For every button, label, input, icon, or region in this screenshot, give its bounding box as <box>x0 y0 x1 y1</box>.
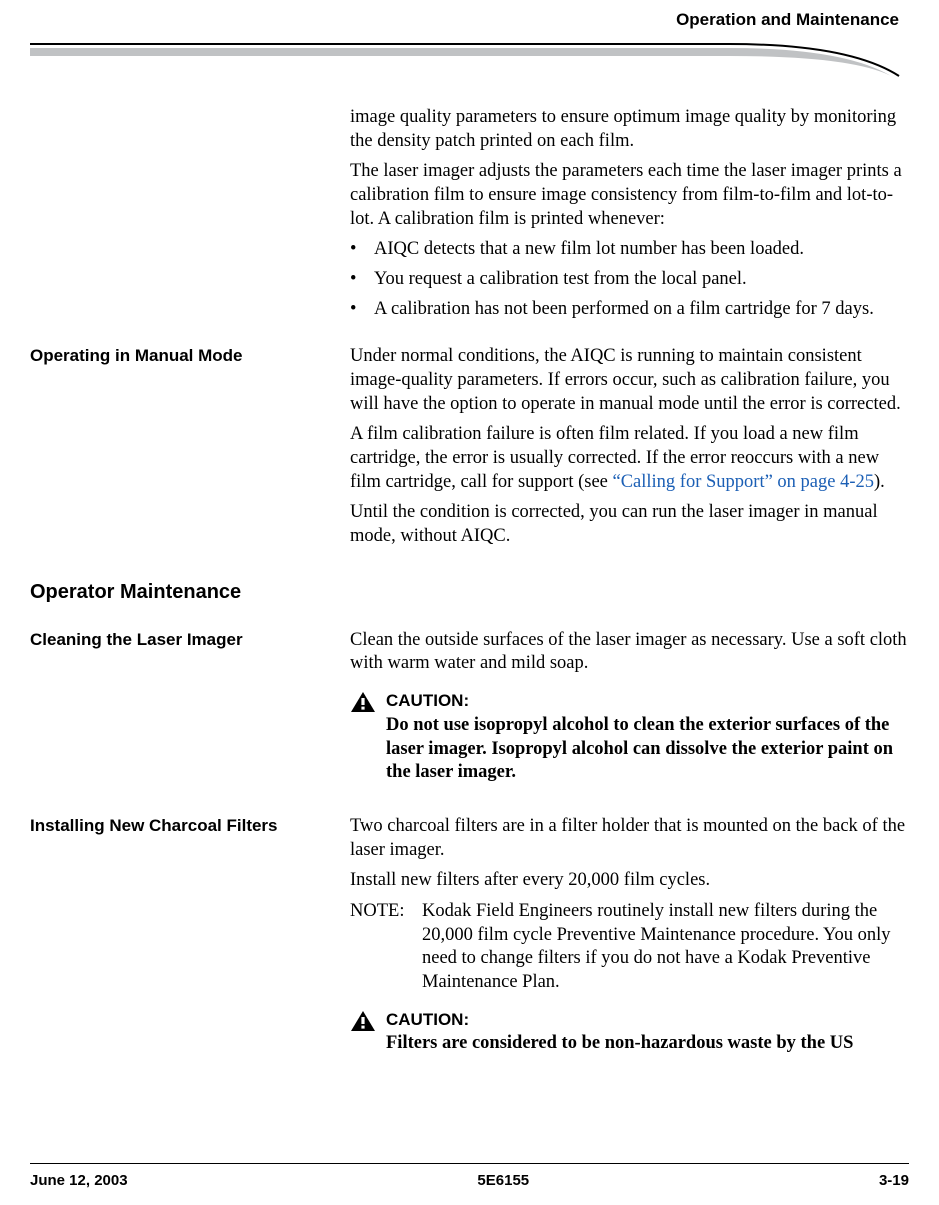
manual-mode-row: Operating in Manual Mode Under normal co… <box>30 345 909 555</box>
manual-mode-heading: Operating in Manual Mode <box>30 345 350 555</box>
empty-heading <box>30 106 350 327</box>
intro-bullets: • AIQC detects that a new film lot numbe… <box>350 238 909 321</box>
header-swoosh <box>30 36 909 81</box>
note-row: NOTE: Kodak Field Engineers routinely in… <box>350 900 909 995</box>
filters-row: Installing New Charcoal Filters Two char… <box>30 815 909 1062</box>
caution-text: Do not use isopropyl alcohol to clean th… <box>386 714 909 785</box>
manual-p2: A film calibration failure is often film… <box>350 423 909 494</box>
filters-p2: Install new filters after every 20,000 f… <box>350 869 909 893</box>
operator-maintenance-body <box>350 580 909 605</box>
footer-docnum: 5E6155 <box>477 1172 529 1189</box>
intro-p2: The laser imager adjusts the parameters … <box>350 160 909 231</box>
caution-block: CAUTION: Filters are considered to be no… <box>350 1009 909 1056</box>
page: Operation and Maintenance image quality … <box>0 0 939 1205</box>
caution-body: CAUTION: Filters are considered to be no… <box>386 1009 909 1056</box>
caution-text: Filters are considered to be non-hazardo… <box>386 1032 909 1056</box>
manual-p3: Until the condition is corrected, you ca… <box>350 501 909 548</box>
note-label: NOTE: <box>350 900 422 995</box>
footer-pagenum: 3-19 <box>879 1172 909 1189</box>
caution-body: CAUTION: Do not use isopropyl alcohol to… <box>386 690 909 785</box>
cleaning-body: Clean the outside surfaces of the laser … <box>350 629 909 791</box>
bullet-text: AIQC detects that a new film lot number … <box>374 238 909 262</box>
operator-maintenance-row: Operator Maintenance <box>30 580 909 605</box>
intro-row: image quality parameters to ensure optim… <box>30 106 909 327</box>
content: image quality parameters to ensure optim… <box>30 106 909 1066</box>
footer: June 12, 2003 5E6155 3-19 <box>30 1163 909 1189</box>
caution-label: CAUTION: <box>386 690 909 712</box>
operator-maintenance-heading: Operator Maintenance <box>30 580 350 605</box>
caution-icon <box>350 1009 386 1056</box>
bullet-marker: • <box>350 298 374 322</box>
bullet-item: • A calibration has not been performed o… <box>350 298 909 322</box>
filters-p1: Two charcoal filters are in a filter hol… <box>350 815 909 862</box>
manual-p1: Under normal conditions, the AIQC is run… <box>350 345 909 416</box>
intro-p1: image quality parameters to ensure optim… <box>350 106 909 153</box>
running-header: Operation and Maintenance <box>30 10 909 36</box>
bullet-item: • You request a calibration test from th… <box>350 268 909 292</box>
caution-block: CAUTION: Do not use isopropyl alcohol to… <box>350 690 909 785</box>
cleaning-heading: Cleaning the Laser Imager <box>30 629 350 791</box>
intro-body: image quality parameters to ensure optim… <box>350 106 909 327</box>
caution-icon <box>350 690 386 785</box>
footer-date: June 12, 2003 <box>30 1172 128 1189</box>
bullet-item: • AIQC detects that a new film lot numbe… <box>350 238 909 262</box>
filters-heading: Installing New Charcoal Filters <box>30 815 350 1062</box>
bullet-text: You request a calibration test from the … <box>374 268 909 292</box>
bullet-marker: • <box>350 238 374 262</box>
bullet-text: A calibration has not been performed on … <box>374 298 909 322</box>
manual-mode-body: Under normal conditions, the AIQC is run… <box>350 345 909 555</box>
caution-label: CAUTION: <box>386 1009 909 1031</box>
link-calling-for-support[interactable]: “Calling for Support” on page 4-25 <box>613 472 875 492</box>
cleaning-p1: Clean the outside surfaces of the laser … <box>350 629 909 676</box>
filters-body: Two charcoal filters are in a filter hol… <box>350 815 909 1062</box>
bullet-marker: • <box>350 268 374 292</box>
note-text: Kodak Field Engineers routinely install … <box>422 900 909 995</box>
cleaning-row: Cleaning the Laser Imager Clean the outs… <box>30 629 909 791</box>
manual-p2b: ). <box>874 472 885 492</box>
